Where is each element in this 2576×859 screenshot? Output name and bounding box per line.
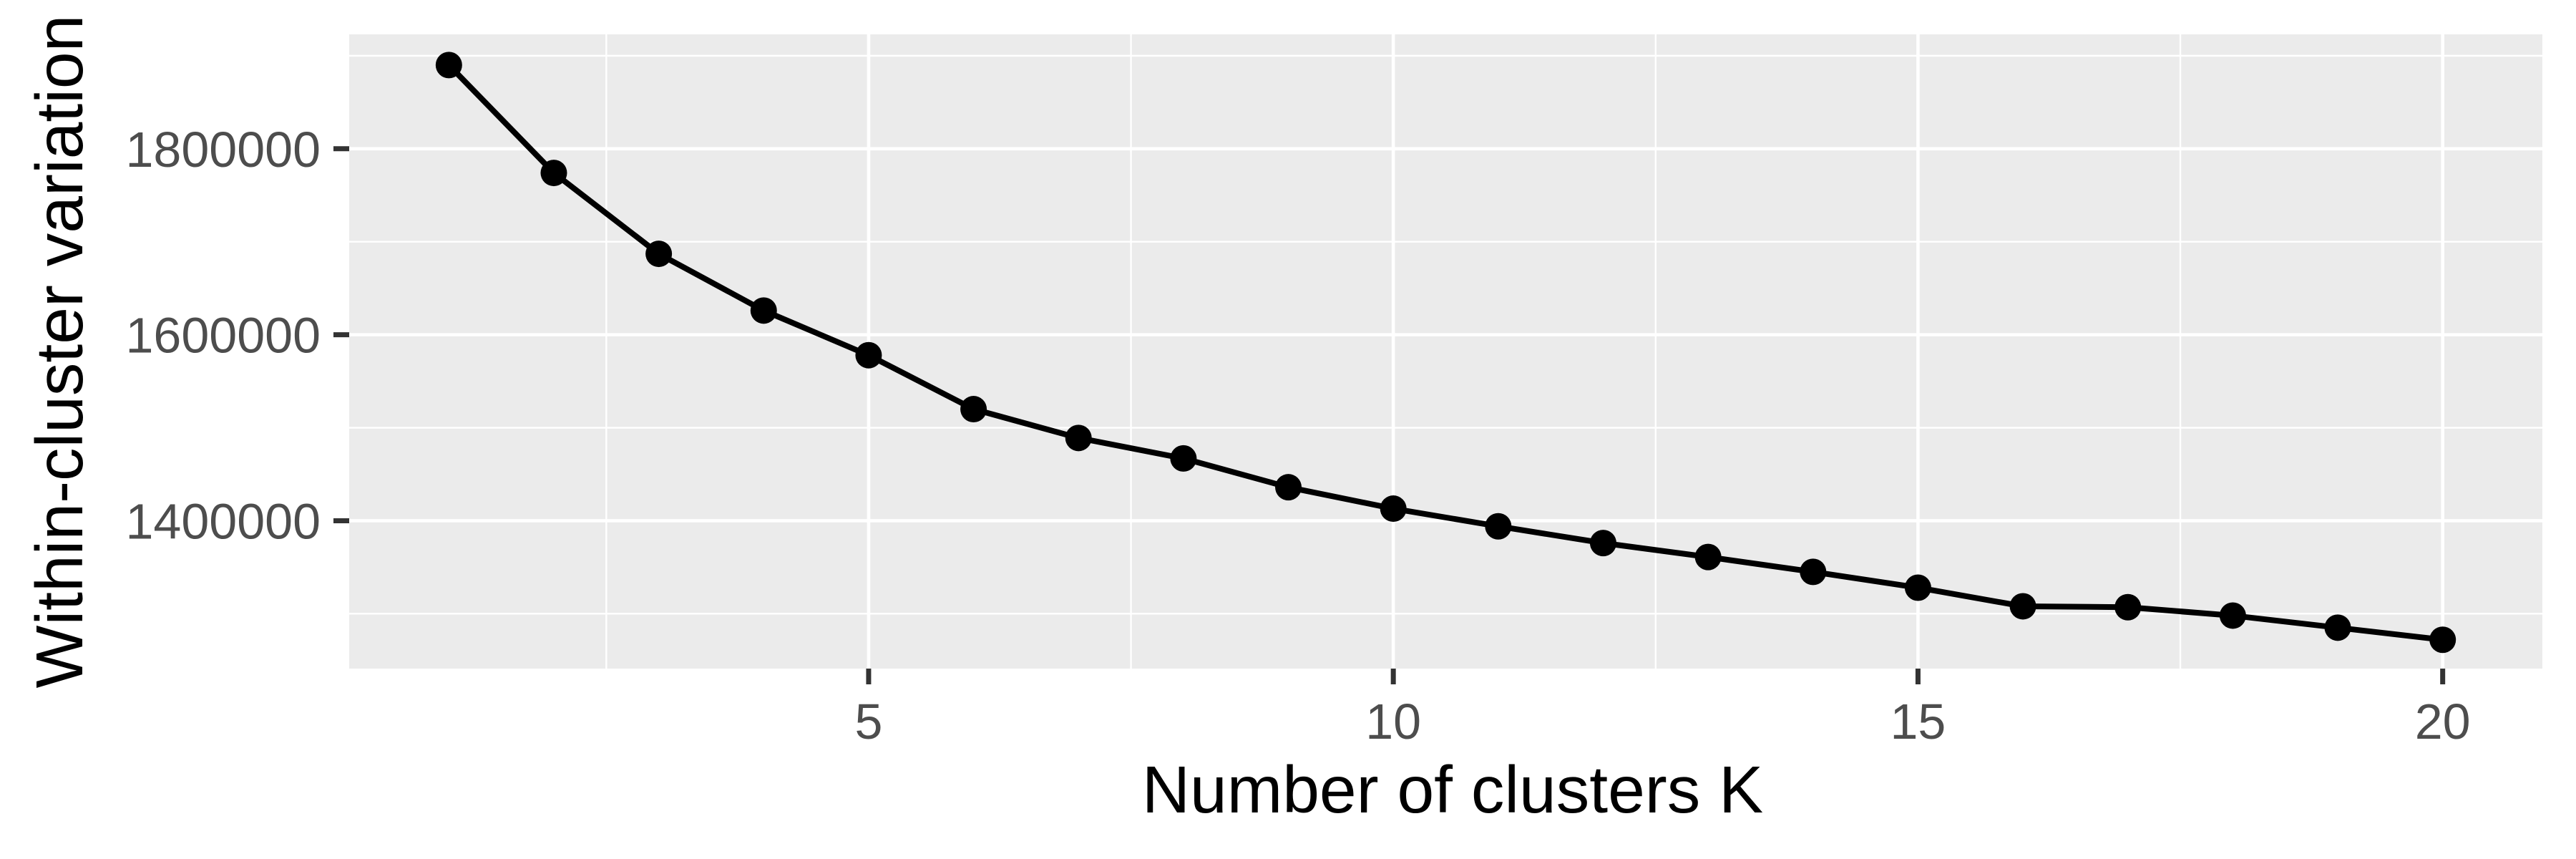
data-line [447,63,2444,643]
data-point [435,52,462,79]
data-point [1275,474,1302,501]
data-point [1904,574,1931,601]
data-point [1380,495,1407,523]
x-tick-label: 5 [854,694,882,749]
y-tick-label: 1600000 [125,308,321,364]
data-point [1170,445,1197,472]
plot-panel [349,34,2542,669]
data-point [2429,626,2457,654]
data-point [2114,593,2142,621]
x-tick-label: 10 [1365,694,1421,749]
data-point [645,241,673,268]
plot-panel-layer: 5 10 15 20 1400000 1600000 1800000 [125,34,2542,749]
data-point [2219,602,2246,629]
data-point [1589,530,1616,557]
y-tick-label: 1400000 [125,493,321,549]
data-point [2324,614,2351,641]
data-point [960,396,987,423]
data-point [2009,593,2036,620]
data-point [855,341,882,369]
data-point [750,297,777,324]
y-axis-title: Within-cluster variation [22,15,97,689]
y-tick-label: 1800000 [125,122,321,178]
x-tick-label: 20 [2415,694,2471,749]
data-point [1800,558,1827,586]
data-point [1065,424,1092,452]
x-tick-label: 15 [1890,694,1946,749]
data-point [1694,543,1722,571]
data-point [1485,513,1512,540]
data-point [540,160,567,187]
x-axis-title: Number of clusters K [1142,752,1763,827]
